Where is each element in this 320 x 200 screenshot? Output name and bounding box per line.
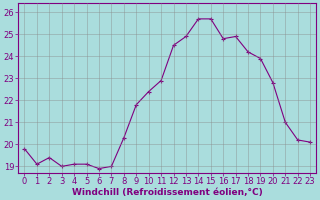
X-axis label: Windchill (Refroidissement éolien,°C): Windchill (Refroidissement éolien,°C) — [72, 188, 263, 197]
